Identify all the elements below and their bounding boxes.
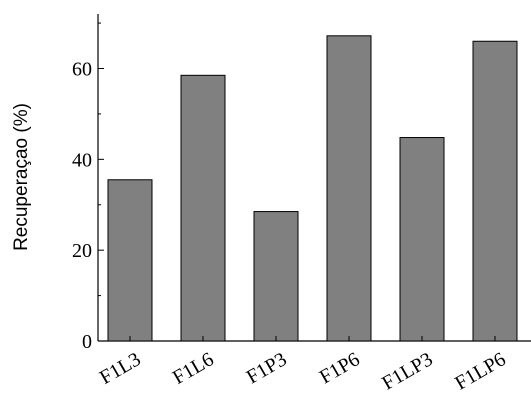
y-tick-label: 60	[72, 59, 92, 81]
y-axis-title: Recuperaçao (%)	[11, 103, 32, 251]
bar-f1l3	[107, 179, 153, 342]
x-tick-label: F1LP6	[451, 348, 509, 394]
y-tick-label: 40	[72, 149, 92, 171]
y-tick-label: 20	[72, 240, 92, 262]
x-tick-label: F1L3	[96, 348, 145, 389]
bar-f1p6	[326, 35, 372, 342]
plot-area: 0 20 40 60 F1L3 F1L6 F1P3 F1P6 F1LP3 F1LP6	[72, 14, 531, 395]
x-ticks-group: F1L3 F1L6 F1P3 F1P6 F1LP3 F1LP6	[96, 336, 510, 395]
bar-f1l6	[180, 74, 226, 342]
y-ticks-group: 0 20 40 60	[72, 22, 104, 353]
bar-f1lp3	[399, 137, 445, 342]
x-tick-label: F1LP3	[378, 348, 436, 394]
x-tick-label: F1L6	[169, 348, 218, 389]
x-tick-label: F1P6	[316, 348, 364, 388]
bars-group	[107, 35, 518, 342]
bar-f1lp6	[472, 40, 518, 342]
x-tick-label: F1P3	[243, 348, 291, 388]
bar-f1p3	[253, 211, 299, 342]
y-tick-label: 0	[82, 331, 92, 353]
